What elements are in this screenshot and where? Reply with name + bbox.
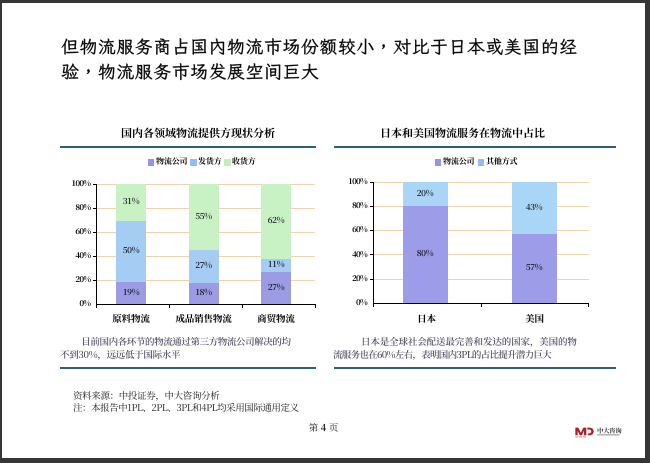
svg-text:中大咨询: 中大咨询 xyxy=(597,426,622,435)
